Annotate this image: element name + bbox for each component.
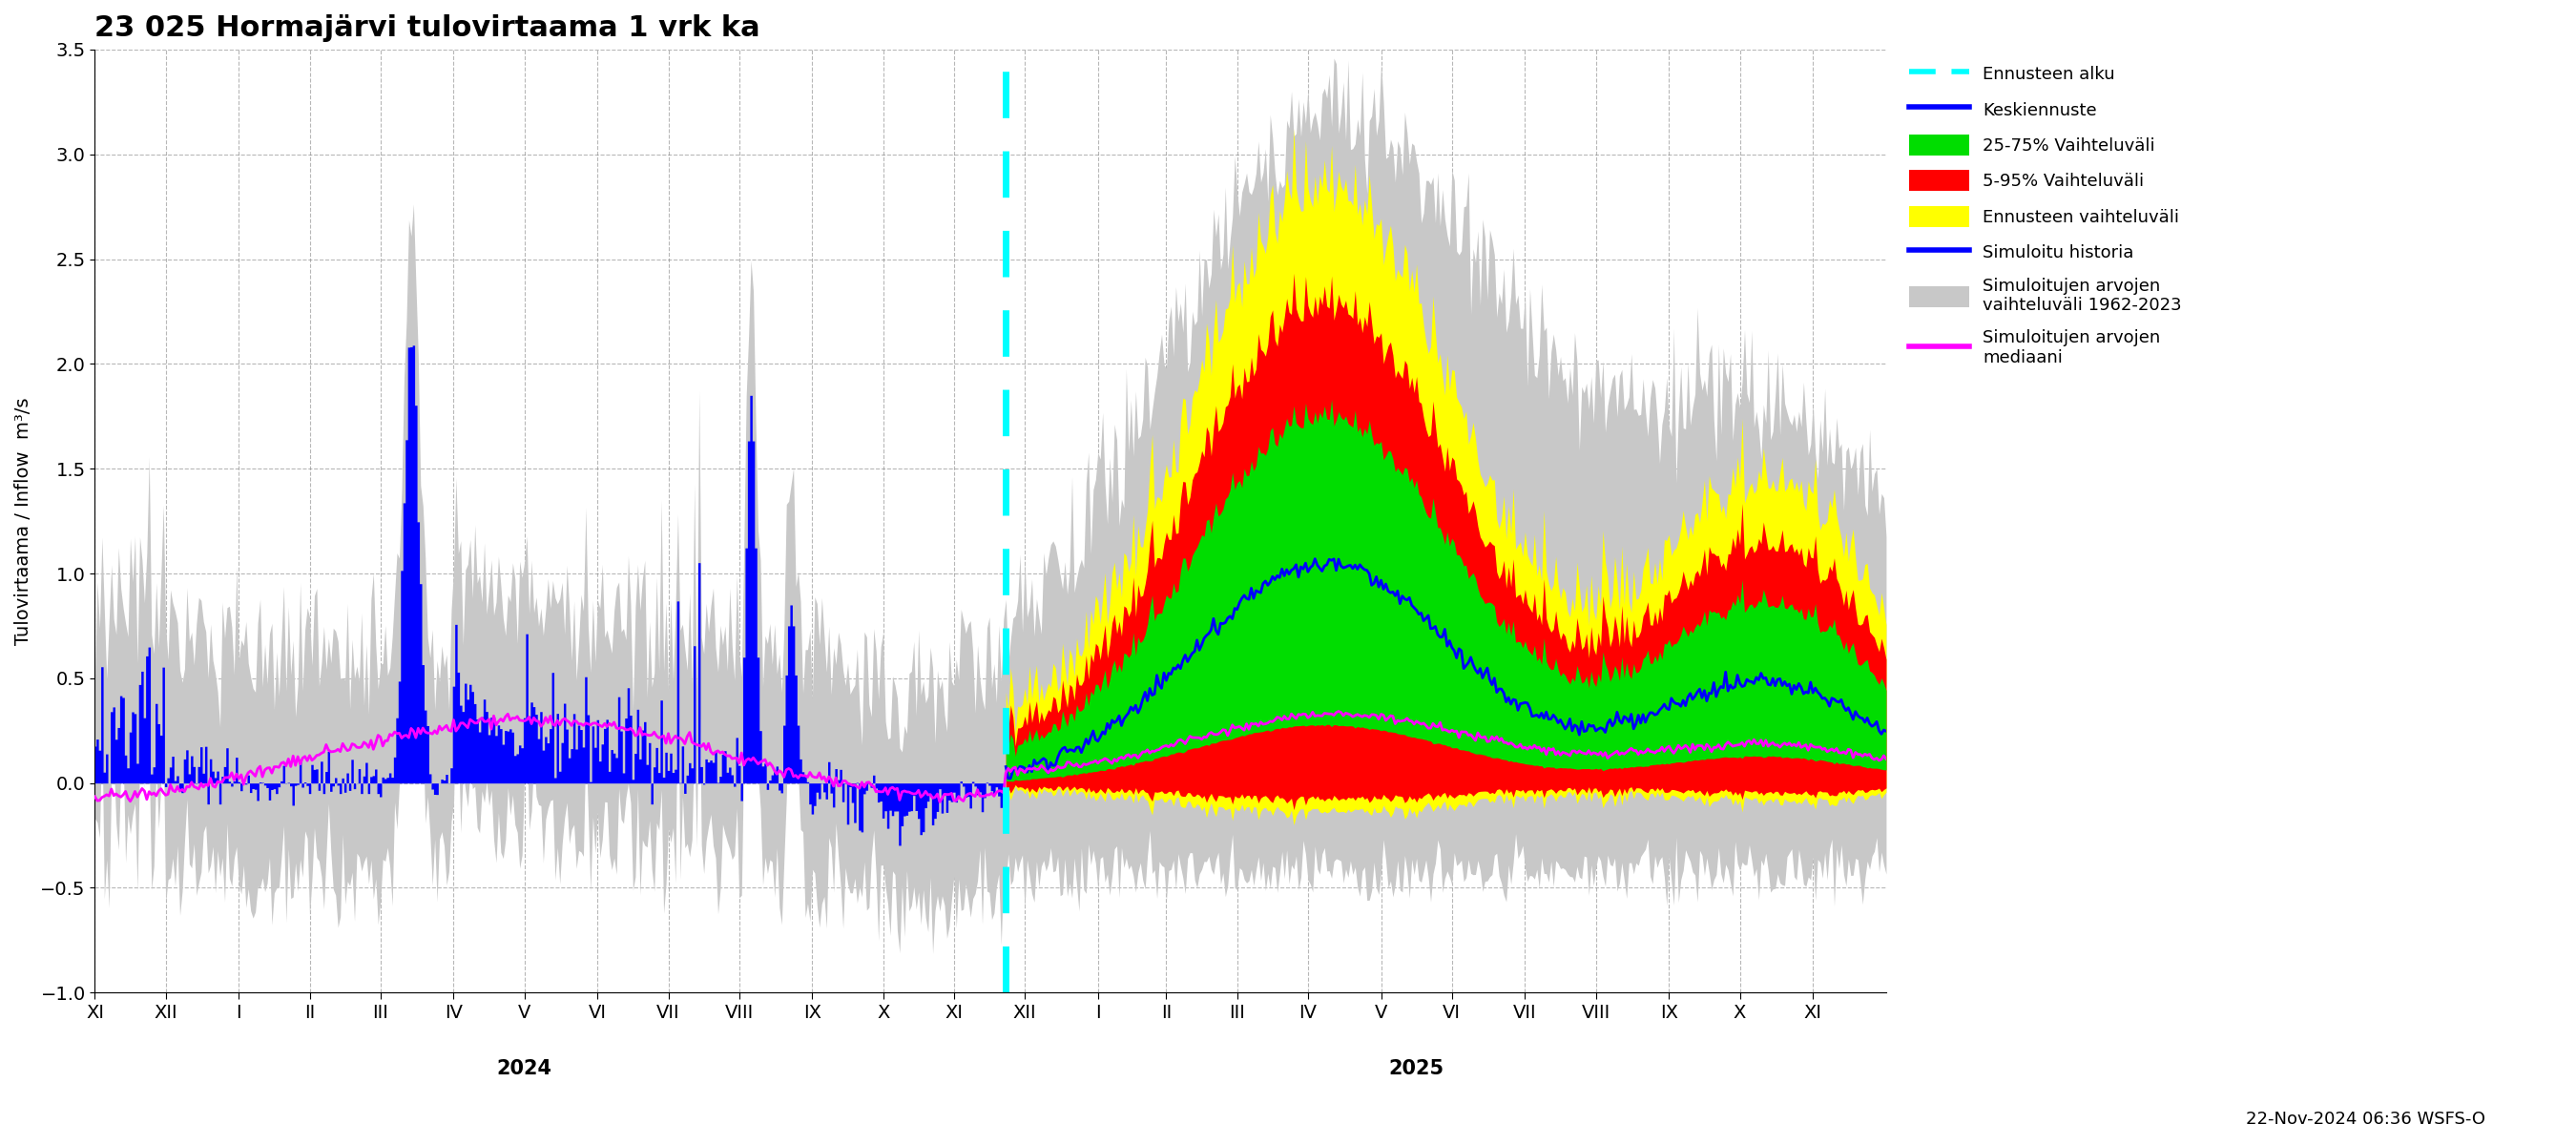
Text: 23 025 Hormajärvi tulovirtaama 1 vrk ka: 23 025 Hormajärvi tulovirtaama 1 vrk ka [95, 14, 760, 42]
Legend: Ennusteen alku, Keskiennuste, 25-75% Vaihteluväli, 5-95% Vaihteluväli, Ennusteen: Ennusteen alku, Keskiennuste, 25-75% Vai… [1904, 58, 2187, 371]
Text: 2025: 2025 [1388, 1059, 1445, 1077]
Text: 2024: 2024 [497, 1059, 551, 1077]
Y-axis label: Tulovirtaama / Inflow  m³/s: Tulovirtaama / Inflow m³/s [15, 397, 33, 645]
Text: 22-Nov-2024 06:36 WSFS-O: 22-Nov-2024 06:36 WSFS-O [2246, 1111, 2486, 1128]
